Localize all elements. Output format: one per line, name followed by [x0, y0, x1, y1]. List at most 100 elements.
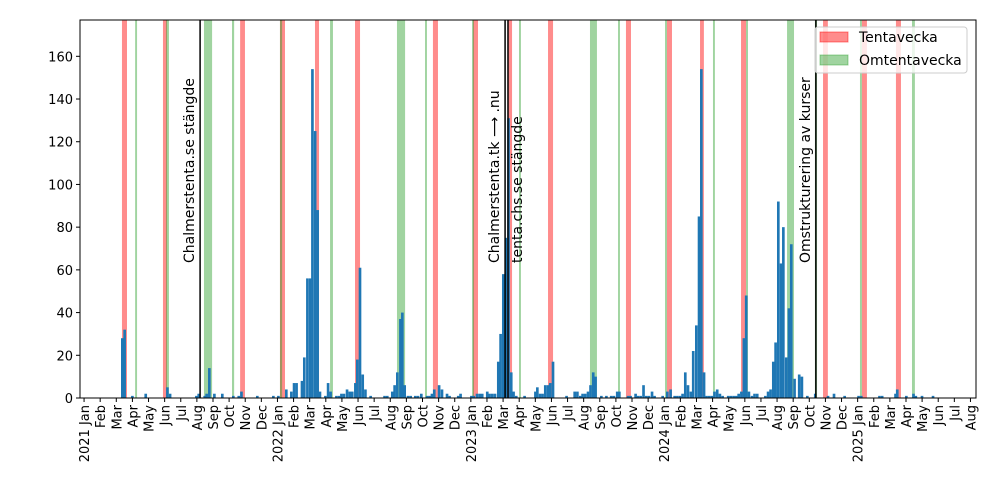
histogram-bar — [636, 395, 640, 398]
histogram-bar — [541, 393, 544, 398]
x-tick-label: Jul — [948, 405, 963, 422]
histogram-bar — [437, 385, 441, 398]
histogram-bar — [326, 383, 330, 398]
histogram-bar — [766, 391, 770, 398]
histogram-bar — [432, 389, 436, 398]
histogram-bar — [826, 395, 830, 398]
histogram-bar — [316, 210, 319, 398]
tentavecka-band — [741, 20, 747, 398]
y-tick-label: 20 — [56, 349, 73, 364]
omtentavecka-band — [589, 20, 597, 398]
histogram-bar — [369, 395, 372, 398]
histogram-bar — [480, 393, 484, 398]
histogram-bar — [385, 395, 389, 398]
histogram-bar — [718, 393, 722, 398]
histogram-bar — [581, 393, 584, 398]
y-tick-label: 140 — [48, 93, 73, 108]
histogram-bar — [168, 393, 172, 398]
x-tick-label: Jun — [545, 405, 560, 426]
legend: Tentavecka Omtentavecka — [814, 26, 968, 74]
histogram-bar — [673, 395, 676, 398]
x-tick-label: Jun — [739, 405, 754, 426]
histogram-bar — [612, 395, 616, 398]
histogram-bars — [120, 69, 935, 398]
histogram-bar — [355, 359, 359, 398]
omtentavecka-band — [425, 20, 427, 398]
x-tick-label: Mar — [110, 404, 125, 429]
histogram-bar — [277, 395, 280, 398]
legend-label-tentavecka: Tentavecka — [858, 30, 938, 46]
histogram-bar — [195, 395, 198, 398]
histogram-bar — [501, 274, 505, 398]
tentavecka-band — [507, 20, 513, 398]
histogram-bar — [514, 395, 518, 398]
histogram-bar — [878, 395, 881, 398]
histogram-bar — [583, 393, 587, 398]
histogram-bar — [787, 308, 791, 398]
histogram-bar — [551, 361, 555, 398]
histogram-bar — [661, 395, 664, 398]
histogram-bar — [413, 395, 417, 398]
histogram-bar — [272, 395, 275, 398]
histogram-bar — [710, 395, 714, 398]
histogram-bar — [729, 395, 733, 398]
omtentavecka-band — [166, 20, 169, 398]
histogram-bar — [197, 393, 201, 398]
tentavecka-band — [823, 20, 828, 398]
tentavecka-band — [355, 20, 361, 398]
y-tick-label: 160 — [48, 50, 73, 65]
annotation-label: tenta.chs.se stängde — [510, 116, 526, 263]
x-tick-label: Feb — [288, 405, 303, 428]
histogram-bar — [806, 395, 809, 398]
x-tick-label: Dec — [836, 405, 851, 430]
x-tick-label: Jun — [352, 405, 367, 426]
y-tick-label: 100 — [48, 178, 73, 193]
histogram-bar — [548, 383, 552, 398]
histogram-bar — [747, 391, 751, 398]
histogram-bar — [784, 357, 788, 398]
x-tick-label: Apr — [126, 404, 141, 427]
x-tick-label: Jun — [159, 405, 174, 426]
histogram-bar — [358, 267, 362, 398]
x-tick-label: Feb — [674, 405, 689, 428]
histogram-bar — [905, 395, 908, 398]
tentavecka-band — [548, 20, 554, 398]
x-tick-label: May — [723, 405, 738, 432]
histogram-bar — [676, 395, 679, 398]
x-tick-label: Oct — [223, 405, 238, 427]
x-tick-label: Dec — [642, 405, 657, 430]
histogram-bar — [776, 201, 780, 398]
histogram-bar — [308, 278, 312, 398]
histogram-bar — [713, 391, 716, 398]
histogram-bar — [914, 395, 918, 398]
histogram-bar — [678, 395, 682, 398]
histogram-bar — [705, 395, 708, 398]
annotation-lines: Chalmerstenta.se stängde Chalmerstenta.tk… — [182, 20, 817, 398]
histogram-bar — [311, 69, 314, 398]
x-tick-label: May — [529, 405, 544, 432]
histogram-bar — [318, 391, 322, 398]
histogram-bar — [707, 395, 711, 398]
x-tick-label: Mar — [497, 404, 512, 429]
histogram-bar — [800, 376, 804, 398]
x-tick-label: Apr — [900, 404, 915, 427]
x-tick-label: Nov — [626, 405, 641, 431]
x-tick-label: Sep — [594, 405, 609, 430]
legend-swatch-omtentavecka — [819, 54, 849, 66]
histogram-bar — [764, 395, 767, 398]
histogram-bar — [653, 395, 656, 398]
histogram-bar — [255, 395, 259, 398]
histogram-bar — [771, 361, 775, 398]
histogram-bar — [329, 391, 332, 398]
histogram-bar — [642, 385, 645, 398]
x-axis: 2021 Jan Feb Mar Apr May Jun Jul Aug Sep Oct Nov De… — [78, 398, 979, 462]
x-tick-label: May — [143, 405, 158, 432]
histogram-bar — [683, 372, 687, 398]
x-tick-label: Oct — [803, 405, 818, 427]
histogram-bar — [859, 395, 863, 398]
omtentavecka-band — [712, 20, 715, 398]
x-tick-label: May — [336, 405, 351, 432]
histogram-bar — [445, 393, 449, 398]
tentavecka-band — [240, 20, 245, 398]
y-axis: 0 20 40 60 80 100 120 140 160 — [48, 50, 80, 407]
